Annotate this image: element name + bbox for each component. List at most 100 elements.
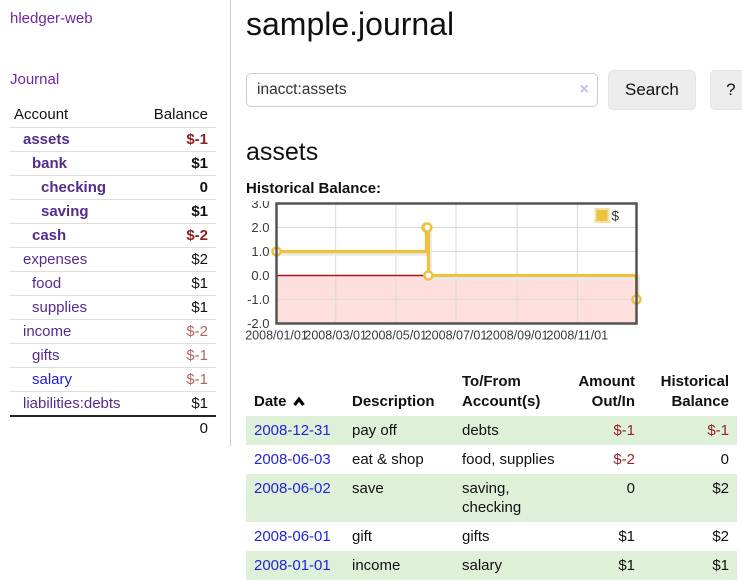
transaction-accounts-cell: salary [462,557,503,574]
account-balance: 0 [142,175,216,200]
svg-text:3.0: 3.0 [251,201,269,211]
clear-search-icon[interactable]: × [579,81,589,98]
account-link[interactable]: food [32,275,62,292]
svg-text:2008/07/01: 2008/07/01 [425,329,488,343]
account-row: expenses $2 [10,247,216,272]
account-name-cell: supplies [10,295,143,320]
account-link[interactable]: assets [23,131,70,148]
account-link[interactable]: income [23,323,72,340]
search-button[interactable]: Search [608,70,696,110]
account-row: cash $-2 [10,223,216,248]
svg-text:0.0: 0.0 [251,268,269,283]
transaction-date-cell: 2008-06-01 [246,522,344,551]
transaction-amount-cell: $-1 [613,422,635,439]
svg-text:2008/09/01: 2008/09/01 [486,329,549,343]
account-balance: $1 [142,199,216,224]
register-row: 2008-01-01 income salary $1 $1 [246,551,737,580]
transaction-accounts-cell: saving, checking [462,480,522,516]
search-form: × Search ? [246,70,742,110]
account-name-cell: assets [10,127,143,152]
account-row: bank $1 [10,151,216,176]
brand-link[interactable]: hledger-web [10,10,93,27]
svg-text:2008/03/01: 2008/03/01 [304,329,367,343]
account-row: income $-2 [10,319,216,344]
account-name-cell: cash [10,223,143,248]
svg-text:2.0: 2.0 [251,220,269,235]
balance-chart[interactable]: 3.0 2.0 1.0 0.0 -1.0 -2.0 2008/01/01 2008/03/01… [243,196,742,350]
account-row: assets $-1 [10,127,216,152]
transaction-description-cell: gift [352,528,373,545]
transaction-date-cell: 2008-01-01 [246,551,344,580]
sort-ascending-icon [292,396,305,406]
account-name-cell: liabilities:debts [10,391,143,416]
transaction-description-cell: pay off [352,422,397,439]
register-row: 2008-12-31 pay off debts $-1 $-1 [246,416,737,445]
account-balance: $1 [142,151,216,176]
search-input-wrap: × [246,73,598,107]
account-link[interactable]: checking [41,179,107,196]
svg-text:2008/05/01: 2008/05/01 [365,329,428,343]
transaction-date-link[interactable]: 2008-06-01 [254,528,331,545]
accounts-table-body: assets $-1 bank $1 checking 0 saving $1 cash $-2 e… [10,127,216,416]
account-row: supplies $1 [10,295,216,320]
accounts-total-balance: 0 [142,415,216,440]
account-name-cell: salary [10,367,143,392]
account-link[interactable]: saving [41,203,89,220]
transaction-balance-cell: $1 [712,557,729,574]
accounts-header-account: Account [10,102,143,128]
page-title: sample.journal [246,6,455,42]
transaction-balance-cell: 0 [720,451,729,468]
transaction-accounts-cell: food, supplies [462,451,555,468]
account-balance: $1 [142,391,216,416]
account-link[interactable]: supplies [32,299,88,316]
register-header-balance: Historical Balance [660,373,729,410]
transaction-amount-cell: $1 [618,557,635,574]
register-header-date[interactable]: Date [246,368,344,416]
search-input[interactable] [246,73,598,107]
register-table: Date Description To/From Account(s) Amou… [246,368,737,580]
transaction-date-cell: 2008-12-31 [246,416,344,445]
transaction-date-link[interactable]: 2008-06-02 [254,480,331,497]
transaction-amount-cell: $1 [618,528,635,545]
transaction-date-link[interactable]: 2008-06-03 [254,451,331,468]
account-balance: $2 [142,247,216,272]
transaction-description-cell: income [352,557,401,574]
account-row: checking 0 [10,175,216,200]
balance-chart-svg: 3.0 2.0 1.0 0.0 -1.0 -2.02008/01/012008/03/01… [245,196,642,343]
accounts-total-row: 0 [10,415,216,440]
transaction-description-cell: eat & shop [352,451,424,468]
accounts-table: Account Balance assets $-1 bank $1 checking 0… [10,102,216,440]
account-name-cell: gifts [10,343,143,368]
chart-legend: $ [594,208,620,224]
account-link[interactable]: expenses [23,251,88,268]
help-button[interactable]: ? [709,70,742,110]
account-name-cell: income [10,319,143,344]
register-table-body: 2008-12-31 pay off debts $-1 $-1 2008-06-03 ea… [246,416,737,580]
accounts-table-header-row: Account Balance [10,102,216,128]
account-link[interactable]: bank [32,155,68,172]
account-link[interactable]: gifts [32,347,60,364]
transaction-description-cell: save [352,480,384,497]
account-balance: $-2 [142,223,216,248]
account-link[interactable]: salary [32,371,73,388]
register-header-description: Description [352,393,435,410]
account-link[interactable]: liabilities:debts [23,395,121,412]
account-row: saving $1 [10,199,216,224]
account-name-cell: expenses [10,247,143,272]
account-name-cell: saving [10,199,143,224]
accounts-header-balance: Balance [142,102,216,128]
account-heading: assets [246,138,319,166]
account-link[interactable]: cash [32,227,67,244]
account-balance: $-1 [142,367,216,392]
svg-text:-1.0: -1.0 [247,292,269,307]
account-row: gifts $-1 [10,343,216,368]
transaction-date-link[interactable]: 2008-01-01 [254,557,331,574]
accounts-total-spacer [10,415,143,440]
chart-label: Historical Balance: [246,180,382,197]
sidebar-item-journal[interactable]: Journal [10,71,60,88]
account-row: food $1 [10,271,216,296]
register-header-row: Date Description To/From Account(s) Amou… [246,368,737,416]
transaction-balance-cell: $2 [712,528,729,545]
transaction-date-link[interactable]: 2008-12-31 [254,422,331,439]
register-header-date-label: Date [254,393,287,410]
